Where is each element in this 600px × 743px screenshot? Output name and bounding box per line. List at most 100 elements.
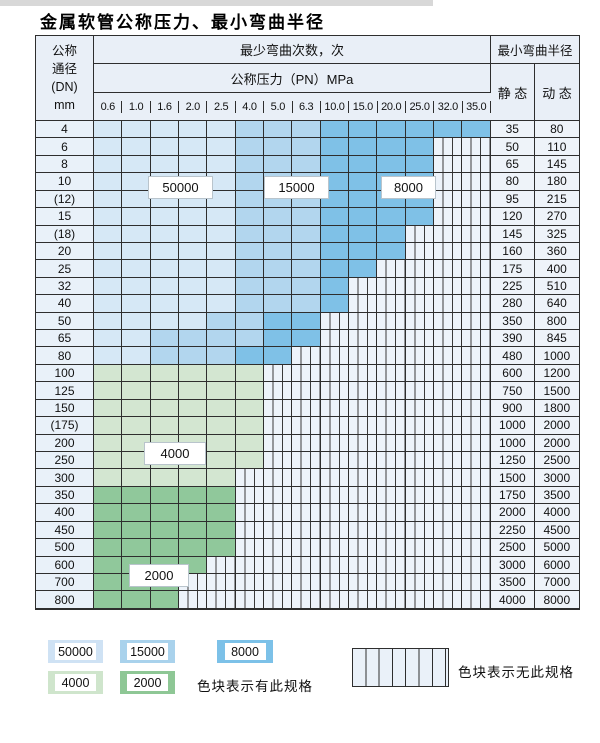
dn-cell: 8	[36, 155, 94, 174]
spec-cell	[320, 295, 350, 313]
spec-cell	[349, 121, 378, 139]
header-dn-line1: 公称	[51, 43, 77, 58]
dn-cell: 600	[36, 556, 94, 574]
no-spec-cell	[434, 295, 463, 313]
no-spec-cell	[349, 539, 378, 557]
spec-cell	[264, 347, 293, 365]
no-spec-cell	[434, 486, 463, 505]
spec-cell	[207, 330, 236, 348]
spec-cell	[150, 469, 180, 487]
cycle-count-label: 4000	[144, 442, 206, 465]
spec-cell	[292, 121, 321, 139]
no-spec-cell	[292, 452, 321, 470]
spec-cell	[349, 155, 378, 174]
cycle-count-label: 8000	[381, 176, 436, 199]
spec-cell	[207, 312, 236, 331]
spec-cell	[235, 242, 265, 261]
table-row: 100 600 1200	[36, 364, 579, 383]
dn-cell: 250	[36, 452, 94, 470]
spec-cell	[122, 312, 151, 331]
spec-cell	[179, 364, 208, 383]
static-radius-cell: 120	[490, 208, 535, 226]
spec-cell	[235, 121, 265, 139]
spec-cell	[122, 173, 151, 191]
spec-cell	[179, 469, 208, 487]
no-spec-cell	[292, 504, 321, 522]
spec-cell	[150, 347, 180, 365]
dynamic-radius-cell: 5000	[534, 539, 579, 557]
dynamic-radius-cell: 270	[534, 208, 579, 226]
legend-swatch-2000: 2000	[120, 671, 175, 694]
no-spec-cell	[462, 277, 491, 296]
page-title: 金属软管公称压力、最小弯曲半径	[40, 13, 325, 32]
header-dn-line3: (DN)	[51, 80, 78, 94]
dynamic-radius-cell: 4000	[534, 504, 579, 522]
static-radius-cell: 4000	[490, 591, 535, 609]
spec-cell	[207, 399, 236, 418]
dn-cell: 80	[36, 347, 94, 365]
no-spec-cell	[320, 434, 350, 453]
table-row: 40 280 640	[36, 295, 579, 313]
spec-cell	[207, 434, 236, 453]
spec-table: 公称 通径 (DN) mm 最少弯曲次数，次 公称压力（PN）MPa 0.6 1.…	[35, 35, 580, 610]
no-spec-cell	[235, 573, 265, 592]
no-spec-cell	[349, 469, 378, 487]
spec-cell	[122, 208, 151, 226]
header-nominal-pressure: 公称压力（PN）MPa	[94, 64, 491, 93]
no-spec-cell	[349, 434, 378, 453]
spec-cell	[94, 138, 123, 156]
no-spec-cell	[320, 573, 350, 592]
no-spec-cell	[377, 399, 406, 418]
spec-cell	[292, 155, 321, 174]
no-spec-cell	[434, 434, 463, 453]
spec-cell	[150, 521, 180, 540]
no-spec-cell	[405, 295, 435, 313]
spec-cell	[207, 155, 236, 174]
header-dn-line4: mm	[54, 98, 75, 113]
spec-cell	[150, 504, 180, 522]
legend-swatch-15000: 15000	[120, 640, 175, 663]
table-body: 4 35 80 6 50 110 8 65 145 10 80 180 (12) 95 215 15 120 27…	[36, 121, 579, 609]
no-spec-cell	[434, 521, 463, 540]
no-spec-cell	[320, 452, 350, 470]
dn-cell: 65	[36, 330, 94, 348]
spec-cell	[122, 260, 151, 278]
no-spec-cell	[434, 347, 463, 365]
spec-cell	[122, 347, 151, 365]
no-spec-cell	[349, 417, 378, 435]
no-spec-cell	[462, 364, 491, 383]
spec-cell	[434, 121, 463, 139]
pressure-col-header: 6.3	[292, 100, 321, 113]
spec-cell	[150, 208, 180, 226]
dn-cell: 15	[36, 208, 94, 226]
no-spec-cell	[405, 504, 435, 522]
spec-cell	[264, 260, 293, 278]
no-spec-cell	[405, 347, 435, 365]
no-spec-cell	[292, 573, 321, 592]
no-spec-cell	[462, 417, 491, 435]
no-spec-cell	[349, 382, 378, 400]
header-dn-line2: 通径	[51, 61, 77, 76]
no-spec-cell	[320, 539, 350, 557]
spec-cell	[207, 347, 236, 365]
no-spec-cell	[349, 295, 378, 313]
spec-cell	[150, 225, 180, 243]
no-spec-cell	[377, 277, 406, 296]
spec-cell	[122, 382, 151, 400]
spec-cell	[122, 539, 151, 557]
legend-no-spec-swatch	[352, 648, 449, 687]
no-spec-cell	[462, 452, 491, 470]
spec-cell	[405, 138, 435, 156]
spec-cell	[405, 155, 435, 174]
table-row: 150 900 1800	[36, 399, 579, 418]
spec-cell	[405, 208, 435, 226]
spec-cell	[94, 452, 123, 470]
no-spec-cell	[264, 469, 293, 487]
header-bend-cycles: 最少弯曲次数，次	[94, 36, 491, 64]
dynamic-radius-cell: 3500	[534, 486, 579, 505]
spec-cell	[150, 399, 180, 418]
spec-cell	[150, 121, 180, 139]
no-spec-cell	[377, 312, 406, 331]
spec-cell	[207, 242, 236, 261]
